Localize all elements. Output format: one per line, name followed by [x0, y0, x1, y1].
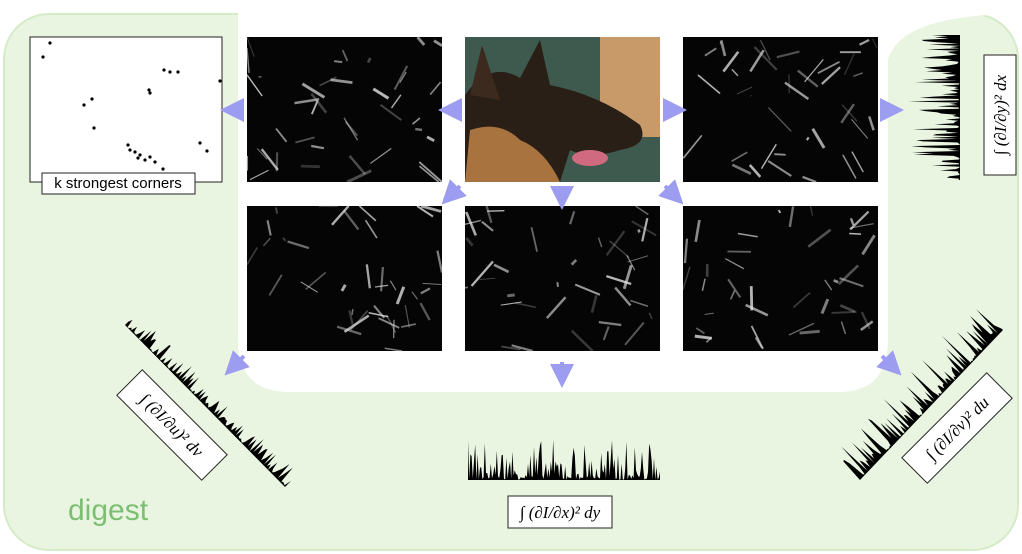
corner-dot	[153, 160, 156, 163]
edge	[352, 309, 353, 315]
corner-dot	[147, 88, 150, 91]
corner-dot	[128, 148, 131, 151]
digest-label: digest	[68, 494, 149, 527]
edge	[800, 331, 820, 333]
edge	[831, 312, 856, 313]
dog-tongue	[572, 150, 608, 166]
edge	[557, 282, 558, 287]
corner-dot	[161, 167, 164, 170]
edge	[301, 166, 320, 167]
corner-dot	[90, 97, 93, 100]
image-bg	[683, 37, 878, 182]
corner-dot	[218, 79, 221, 82]
edge	[415, 129, 422, 130]
corner-dot	[133, 150, 136, 153]
corner-dot	[82, 103, 85, 106]
formula-right: ∫ (∂I/∂y)² dx	[984, 55, 1016, 175]
corner-dot	[143, 158, 146, 161]
edge-image	[683, 37, 878, 182]
corner-dot	[205, 149, 208, 152]
formula-bottom-center: ∫ (∂I/∂x)² dy	[508, 496, 612, 528]
dog-photo	[465, 37, 660, 182]
corner-dot	[198, 141, 201, 144]
edge	[638, 230, 639, 233]
corner-dot	[162, 68, 165, 71]
edge	[834, 280, 839, 282]
formula-text: ∫ (∂I/∂x)² dy	[519, 503, 601, 523]
edge	[807, 137, 809, 140]
corner-dot	[148, 155, 151, 158]
edge	[465, 287, 468, 288]
corner-dot	[92, 126, 95, 129]
edge	[774, 154, 785, 155]
corner-dot	[176, 70, 179, 73]
edge	[849, 234, 861, 235]
formula-text: ∫ (∂I/∂y)² dx	[991, 74, 1011, 156]
edge	[507, 295, 514, 296]
edge	[334, 61, 342, 62]
diagram: k strongest corners ∫ (∂I/∂y)² dx ∫ (∂I/…	[0, 0, 1022, 554]
corners-panel	[30, 37, 222, 182]
corner-dot	[136, 156, 139, 159]
edge	[276, 207, 277, 213]
corner-dot	[168, 70, 171, 73]
corner-dot	[126, 143, 129, 146]
edge-image	[465, 206, 660, 351]
edge	[368, 58, 370, 63]
edge-image	[247, 37, 442, 182]
corners-label: k strongest corners	[54, 175, 182, 192]
corner-dot	[48, 41, 51, 44]
edge-image	[683, 206, 878, 351]
image-bg	[683, 206, 878, 351]
corner-dot	[148, 91, 151, 94]
corner-dot	[138, 153, 141, 156]
corner-dot	[41, 55, 44, 58]
edge-image	[247, 206, 442, 351]
edge	[487, 211, 504, 212]
